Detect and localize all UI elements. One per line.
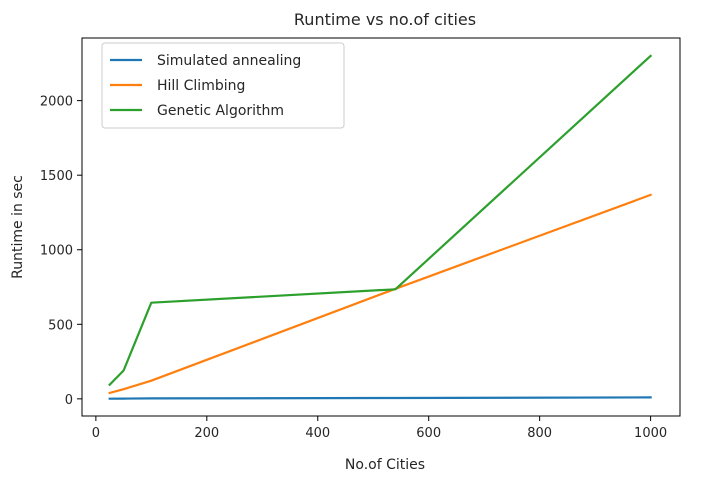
series-line-2 <box>108 54 653 387</box>
x-tick-label: 200 <box>194 426 219 441</box>
x-axis-label: No.of Cities <box>345 457 425 473</box>
chart-title: Runtime vs no.of cities <box>294 10 476 29</box>
x-tick-label: 600 <box>416 426 441 441</box>
x-tick-label: 800 <box>527 426 552 441</box>
y-axis: 0 500 1000 1500 2000 <box>40 95 82 408</box>
legend-label: Hill Climbing <box>157 78 245 94</box>
legend: Simulated annealing Hill Climbing Genetic … <box>101 42 345 129</box>
series-line-1 <box>108 193 653 395</box>
x-tick-label: 1000 <box>634 426 667 441</box>
x-axis: 0 200 400 600 800 1000 <box>92 416 667 441</box>
y-tick-label: 500 <box>48 318 73 333</box>
legend-label: Simulated annealing <box>157 53 301 69</box>
y-tick-label: 2000 <box>40 95 73 110</box>
x-tick-label: 0 <box>92 426 100 441</box>
series-line-0 <box>108 396 652 400</box>
series-lines <box>108 54 653 400</box>
y-axis-label: Runtime in sec <box>10 175 26 279</box>
legend-label: Genetic Algorithm <box>157 103 284 119</box>
x-tick-label: 400 <box>305 426 330 441</box>
y-tick-label: 1500 <box>40 169 73 184</box>
y-tick-label: 1000 <box>40 244 73 259</box>
y-tick-label: 0 <box>65 393 73 408</box>
legend-box <box>101 42 345 129</box>
